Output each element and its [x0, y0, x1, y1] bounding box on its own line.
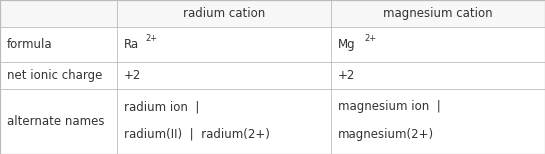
Text: +2: +2	[124, 69, 141, 82]
Text: 2+: 2+	[146, 34, 158, 43]
Text: net ionic charge: net ionic charge	[7, 69, 102, 82]
Text: magnesium cation: magnesium cation	[383, 7, 493, 20]
Text: 2+: 2+	[364, 34, 376, 43]
Text: radium cation: radium cation	[183, 7, 265, 20]
Text: radium ion  |: radium ion |	[124, 100, 199, 113]
Text: radium(II)  |  radium(2+): radium(II) | radium(2+)	[124, 128, 270, 141]
Text: magnesium ion  |: magnesium ion |	[338, 100, 441, 113]
Bar	[0, 0, 545, 27]
Text: Ra: Ra	[124, 38, 139, 51]
Text: +2: +2	[338, 69, 355, 82]
Text: alternate names: alternate names	[7, 115, 104, 128]
Text: formula: formula	[7, 38, 52, 51]
Text: magnesium(2+): magnesium(2+)	[338, 128, 434, 141]
Text: Mg: Mg	[338, 38, 355, 51]
